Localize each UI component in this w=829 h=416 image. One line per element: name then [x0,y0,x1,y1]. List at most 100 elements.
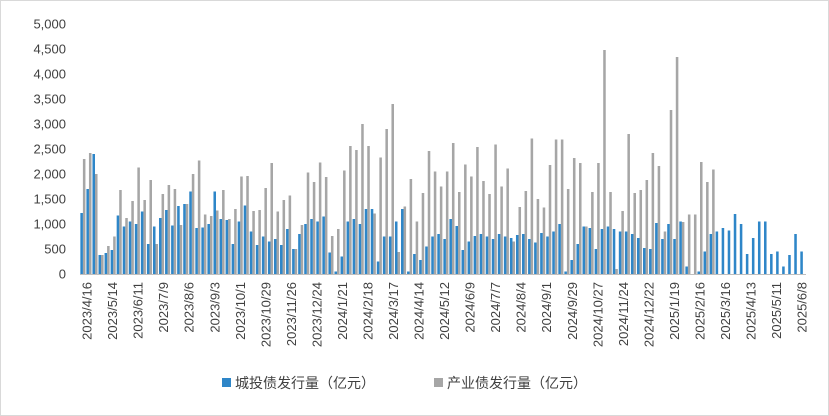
bar-urban-investment [667,224,670,274]
bar-urban-investment [225,220,229,274]
bar-industrial [470,176,473,274]
y-tick-label: 500 [44,242,66,257]
bar-urban-investment [358,224,362,274]
bar-industrial [228,219,231,274]
bar-urban-investment [800,251,803,274]
bar-urban-investment [437,234,440,274]
bar-industrial [663,231,667,274]
legend-swatch-urban-investment [222,378,231,387]
bar-urban-investment [564,271,567,274]
urban-investment-bond-series [80,154,803,274]
bar-urban-investment [655,223,658,274]
bar-urban-investment [461,250,465,274]
bar-urban-investment [431,236,434,274]
bar-urban-investment [219,219,223,274]
bar-urban-investment [298,234,301,274]
bar-urban-investment [292,249,295,274]
bar-industrial [700,162,703,274]
bar-industrial [609,192,612,274]
bar-urban-investment [606,226,610,274]
bar-industrial [476,147,479,274]
bar-urban-investment [776,251,779,274]
y-tick-label: 1,000 [33,217,66,232]
bar-urban-investment [146,244,150,274]
bar-urban-investment [98,255,102,274]
bar-industrial [585,226,588,274]
bar-industrial [512,241,515,274]
x-tick-label: 2025/6/8 [795,282,810,333]
x-tick-label: 2025/4/13 [743,282,758,340]
bar-industrial [693,214,697,274]
bar-industrial [143,200,146,274]
bar-urban-investment [709,234,713,274]
bar-industrial [191,174,195,274]
y-tick-label: 5,000 [33,17,66,32]
bar-urban-investment [231,244,235,274]
bar-industrial [591,192,594,274]
bar-industrial [294,249,298,274]
bar-urban-investment [280,245,283,274]
bar-industrial [445,171,449,274]
bar-industrial [615,269,618,274]
bar-urban-investment [721,228,725,274]
bar-urban-investment [286,229,289,274]
bar-urban-investment [304,224,307,274]
bar-urban-investment [727,230,731,274]
bar-urban-investment [382,236,386,274]
bar-industrial [312,182,316,274]
bar-urban-investment [479,234,483,274]
x-tick-label: 2023/8/6 [182,282,197,333]
y-tick-label: 2,500 [33,142,66,157]
bar-industrial [276,211,280,274]
bar-urban-investment [376,261,380,274]
bar-urban-investment [237,221,241,274]
x-tick-label: 2023/7/9 [156,282,171,333]
bar-urban-investment [757,221,761,274]
bar-urban-investment [104,253,108,274]
bar-urban-investment [388,236,392,274]
bar-urban-investment [328,252,331,274]
x-tick-label: 2024/1/21 [335,282,350,340]
bar-urban-investment [588,228,592,274]
bar-urban-investment [401,209,404,274]
bar-urban-investment [528,239,531,274]
bar-industrial [197,160,201,274]
bar-urban-investment [643,248,646,274]
bar-urban-investment [685,266,688,274]
bar-industrial [300,225,304,274]
bar-urban-investment [594,249,598,274]
bar-industrial [167,185,171,274]
bar-industrial [548,165,552,274]
y-tick-label: 4,500 [33,42,66,57]
bar-industrial [234,209,237,274]
x-tick-label: 2023/10/29 [258,282,273,347]
bar-industrial [306,172,310,274]
bar-industrial [627,134,630,274]
bar-industrial [119,190,122,274]
bar-industrial [137,167,140,274]
bar-industrial [161,194,165,274]
x-tick-label: 2025/5/11 [769,282,784,339]
bar-industrial [367,146,370,274]
bar-industrial [240,176,243,274]
bar-urban-investment [624,231,628,274]
bar-urban-investment [582,226,586,274]
bar-urban-investment [346,221,350,274]
x-tick-label: 2023/5/14 [105,282,120,340]
bar-urban-investment [171,225,174,274]
legend-swatch-industrial [434,378,443,387]
bar-urban-investment [116,215,120,274]
bar-urban-investment [570,260,573,274]
x-tick-label: 2024/5/12 [437,282,452,340]
bar-industrial [95,174,98,274]
bar-industrial [373,213,376,274]
x-tick-label: 2024/9/1 [539,282,554,333]
bar-industrial [554,139,558,274]
bar-industrial [458,192,461,274]
bar-industrial [258,210,261,274]
bar-urban-investment [340,256,344,274]
bar-urban-investment [140,211,144,274]
bar-urban-investment [80,213,83,274]
bar-urban-investment [794,234,797,274]
bar-urban-investment [600,229,604,274]
